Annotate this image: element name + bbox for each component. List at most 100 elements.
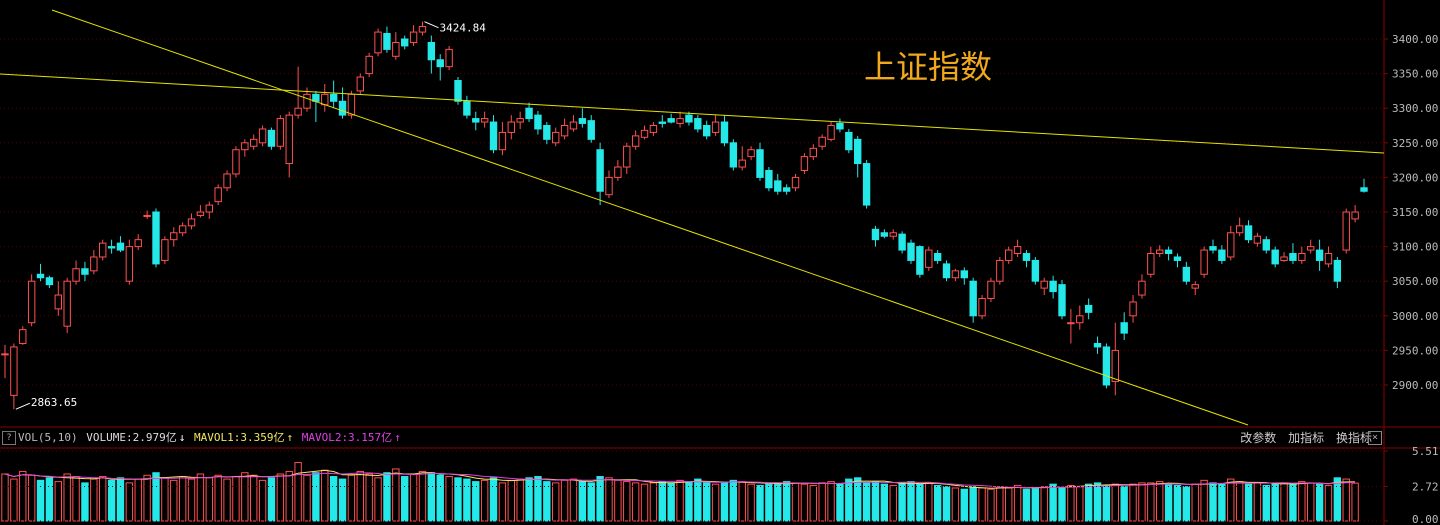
- close-icon[interactable]: ×: [1368, 431, 1382, 445]
- volume-bar: [19, 470, 27, 522]
- candle-body: [987, 280, 995, 300]
- volume-bar: [605, 477, 613, 522]
- volume-bar: [1307, 482, 1315, 522]
- volume-bar: [1147, 482, 1155, 522]
- volume-bar: [507, 479, 515, 522]
- volume-bar: [525, 477, 533, 522]
- add-indicator-button[interactable]: 加指标: [1288, 431, 1325, 445]
- volume-axis: 5.51 2.72 0.00: [0, 445, 1439, 525]
- candle-body: [205, 204, 213, 213]
- volume-bar: [1298, 481, 1306, 522]
- help-button[interactable]: ?: [2, 431, 16, 445]
- volume-bar: [800, 483, 809, 522]
- volume-bar: [392, 468, 400, 522]
- volume-bar: [312, 472, 320, 522]
- volume-bar: [782, 481, 791, 522]
- volume-bar: [463, 478, 471, 522]
- candle-body: [1120, 322, 1128, 334]
- candle-body: [774, 180, 782, 192]
- volume-bar: [436, 474, 444, 522]
- volume-bar: [90, 478, 98, 522]
- volume-bar: [258, 479, 267, 522]
- candle-body: [1244, 225, 1253, 241]
- candle-body: [854, 138, 862, 165]
- candle-body: [969, 280, 977, 317]
- volume-bar: [587, 482, 595, 522]
- candle-body: [1333, 259, 1342, 282]
- volume-bar: [880, 483, 889, 522]
- indicator-tools: 改参数 加指标 换指标: [1232, 428, 1372, 448]
- candle-body: [170, 232, 178, 241]
- volume-bar: [143, 474, 151, 522]
- down-arrow-icon: ↓: [178, 431, 186, 444]
- candle-body: [729, 142, 738, 168]
- volume-bar: [1262, 484, 1270, 522]
- volume-tick-label: 5.51: [1412, 445, 1439, 458]
- candle-body: [125, 246, 134, 282]
- candle-body: [1138, 280, 1146, 296]
- volume-tick-label: 0.00: [1412, 513, 1439, 525]
- candle-body: [507, 121, 515, 133]
- candle-body: [214, 187, 222, 203]
- volume-bar: [1342, 478, 1350, 522]
- volume-bar: [1058, 487, 1066, 522]
- candle-body: [756, 149, 764, 178]
- candle-body: [658, 121, 666, 124]
- candle-body: [10, 346, 18, 396]
- candle-body: [312, 93, 320, 102]
- candle-body: [1022, 253, 1031, 261]
- volume-bar: [631, 482, 640, 522]
- trend-lines[interactable]: [0, 9, 1385, 426]
- candle-body: [1209, 246, 1217, 251]
- candle-body: [347, 93, 356, 116]
- volume-bar: [374, 477, 382, 522]
- volume-bar: [925, 482, 933, 522]
- volume-tick-label: 2.72: [1412, 480, 1439, 493]
- volume-bar: [161, 477, 169, 522]
- up-arrow-icon: ↑: [394, 431, 401, 444]
- volume-bar: [862, 482, 871, 522]
- candle-body: [1093, 342, 1102, 348]
- volume-bar: [232, 476, 240, 522]
- volume-value: VOLUME:2.979亿: [86, 431, 177, 444]
- volume-bar: [1013, 484, 1022, 522]
- candle-body: [1147, 253, 1155, 275]
- candle-body: [436, 59, 444, 68]
- volume-bar: [649, 482, 658, 522]
- low-annotation: 2863.65: [31, 396, 77, 409]
- candle-body: [516, 118, 524, 123]
- candle-body: [223, 173, 231, 189]
- candle-body: [836, 122, 844, 130]
- volume-indicator-bar: ? VOL(5,10) VOLUME:2.979亿 ↓ MAVOL1:3.359亿 ↑…: [0, 428, 1384, 448]
- volume-bar: [658, 481, 666, 522]
- volume-bar: [818, 482, 826, 522]
- candle-body: [107, 246, 116, 249]
- edit-params-button[interactable]: 改参数: [1240, 431, 1277, 445]
- candle-body: [258, 128, 267, 144]
- volume-bar: [1084, 483, 1093, 522]
- volume-bar: [1102, 484, 1111, 522]
- volume-bar: [10, 478, 18, 522]
- candle-body: [1200, 249, 1208, 275]
- candle-body: [1271, 249, 1279, 265]
- candle-body: [1076, 315, 1084, 324]
- mavol2-line: [4, 472, 1356, 489]
- price-tick-label: 3100.00: [1392, 241, 1438, 254]
- candle-body: [1049, 280, 1057, 293]
- volume-bar: [276, 473, 285, 522]
- volume-bar: [711, 483, 720, 522]
- candle-body: [720, 121, 729, 144]
- volume-bar: [72, 476, 80, 522]
- volume-bar: [889, 484, 897, 522]
- candle-body: [241, 142, 249, 151]
- candle-body: [845, 131, 853, 151]
- volume-bar: [738, 481, 746, 522]
- change-indicator-button[interactable]: 换指标: [1335, 431, 1372, 445]
- candle-body: [1315, 249, 1324, 261]
- candle-body: [232, 149, 240, 175]
- volume-bar: [152, 472, 160, 522]
- volume-bar: [178, 476, 187, 522]
- up-arrow-icon: ↑: [286, 431, 294, 444]
- price-tick-label: 3400.00: [1392, 33, 1438, 46]
